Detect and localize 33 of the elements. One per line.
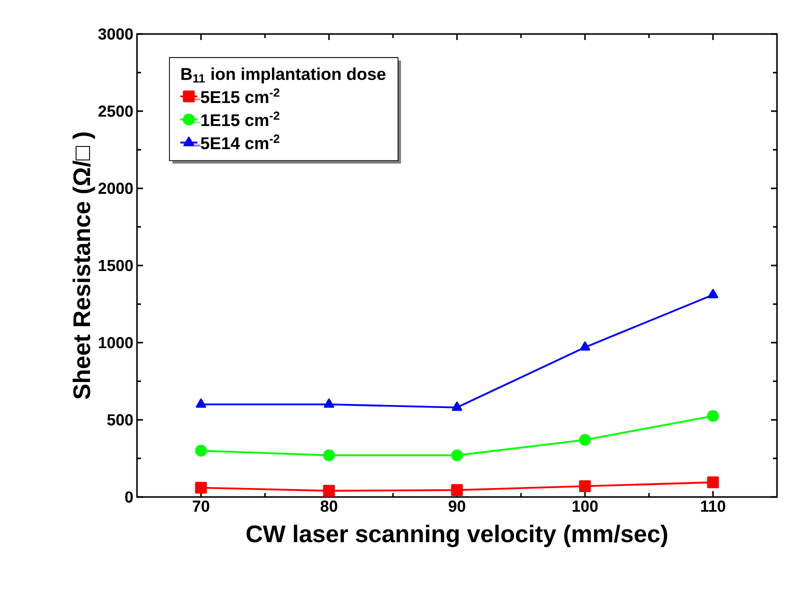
legend-label: 5E14 cm$^{-2}$ bbox=[200, 134, 280, 150]
x-tick-label: 90 bbox=[448, 500, 466, 512]
point bbox=[324, 398, 334, 408]
point bbox=[451, 449, 463, 462]
y-tick-label: 3000 bbox=[98, 28, 133, 40]
legend-title: B$_{11}$ ion implantation dose bbox=[181, 68, 386, 84]
point bbox=[579, 434, 591, 446]
y-tick-label: 0 bbox=[125, 491, 133, 503]
x-tick-label: 100 bbox=[572, 500, 598, 512]
point bbox=[452, 402, 462, 411]
x-tick-label: 70 bbox=[192, 500, 210, 512]
y-tick-label: 500 bbox=[107, 414, 133, 426]
point bbox=[195, 482, 207, 494]
point bbox=[708, 288, 718, 298]
point bbox=[707, 410, 719, 422]
y-tick-label: 2000 bbox=[98, 182, 133, 194]
legend-label: 1E15 cm$^{-2}$ bbox=[201, 111, 280, 126]
point bbox=[579, 480, 591, 492]
y-axis-title: Sheet Resistance (Ω/□ ) bbox=[72, 132, 96, 400]
point bbox=[195, 444, 207, 457]
x-axis-title: CW laser scanning velocity (mm/sec) bbox=[246, 524, 668, 548]
point bbox=[707, 476, 719, 488]
point bbox=[323, 484, 335, 497]
x-tick-label: 110 bbox=[701, 500, 726, 512]
point bbox=[196, 398, 206, 408]
x-tick-label: 80 bbox=[320, 500, 338, 512]
y-tick-label: 2500 bbox=[98, 106, 133, 117]
point bbox=[580, 341, 590, 351]
point bbox=[323, 449, 335, 462]
y-tick-label: 1000 bbox=[98, 337, 133, 348]
y-tick-label: 1500 bbox=[98, 260, 133, 272]
legend-label: 5E15 cm$^{-2}$ bbox=[200, 88, 280, 104]
point bbox=[451, 484, 463, 496]
